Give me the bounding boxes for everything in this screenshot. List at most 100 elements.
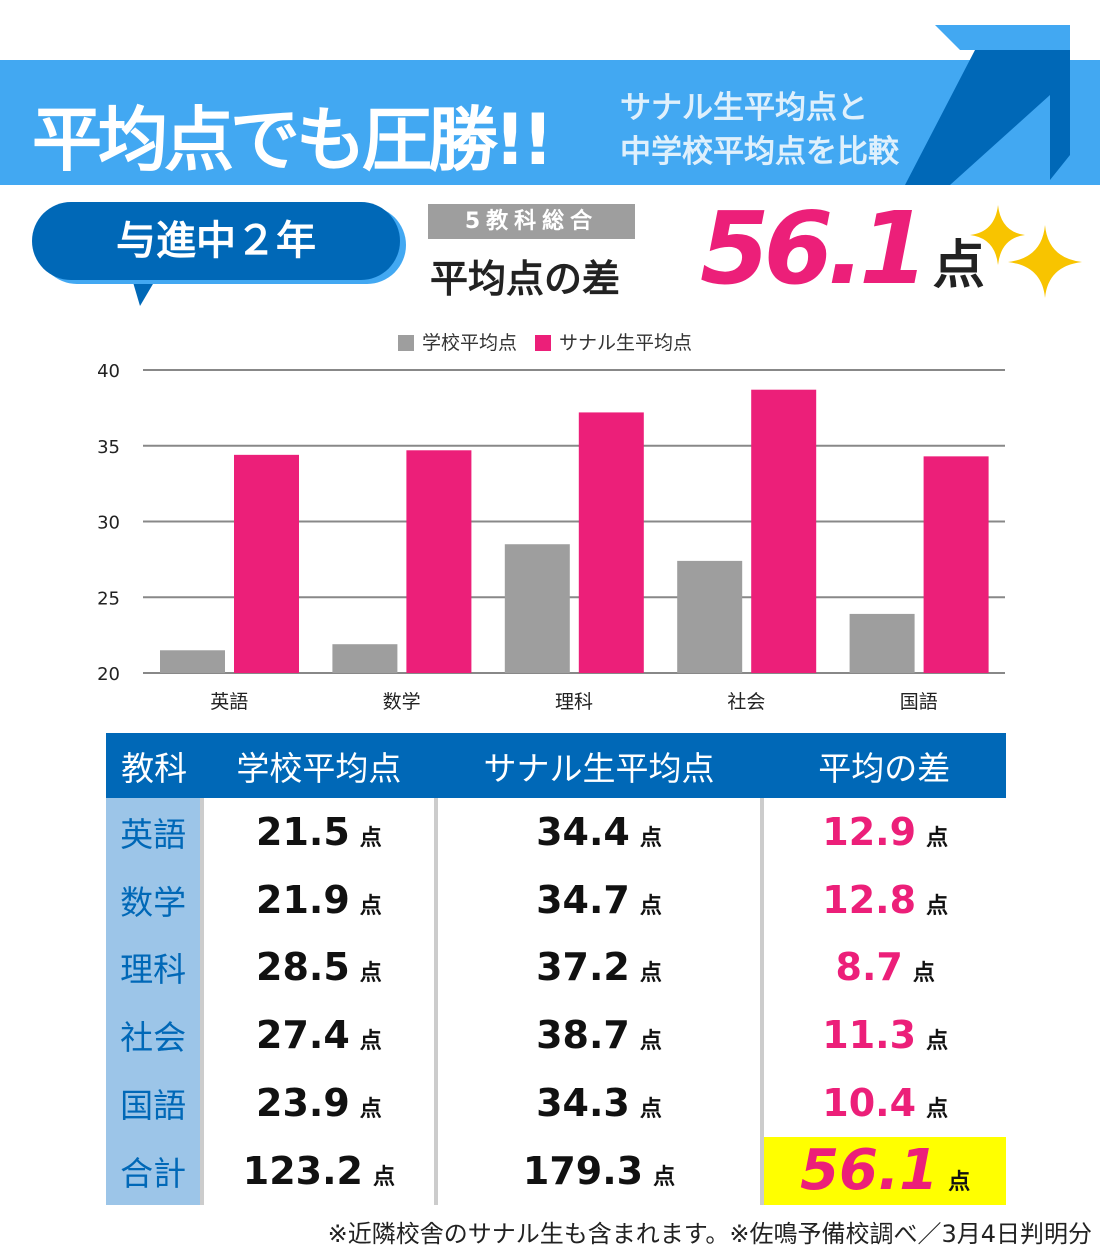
table-cell: 12.9 点 [760,798,1006,866]
table-cell: 28.5 点 [200,933,436,1002]
unit-label: 点 [639,1029,662,1055]
unit-label: 点 [639,961,662,987]
score-value: 34.4 [536,809,630,854]
bar-sanaru [406,450,472,673]
bar-sanaru [751,389,817,673]
unit-label: 点 [639,825,662,851]
subtitle-line: サナル生平均点と [620,90,868,126]
table-cell: 英語 [106,798,203,866]
unit-label: 点 [912,961,935,987]
legend-item-school: 学校平均点 [398,328,517,355]
score-value: 8.7 [835,945,903,990]
unit-label: 点 [639,1097,662,1123]
footnote: ※近隣校舎のサナル生も含まれます。※佐鳴予備校調べ／3月4日判明分 [327,1220,1092,1248]
table-cell: 21.5 点 [200,798,436,866]
unit-label: 点 [359,893,382,919]
table-cell: 27.4 点 [200,1001,436,1070]
bar-sanaru [923,456,989,673]
score-value: 27.4 [256,1013,350,1058]
score-value: 34.3 [536,1081,630,1126]
unit-label: 点 [926,1029,949,1055]
table-row: 理科 28.5 点 37.2 点 8.7 点 [106,933,1006,1002]
unit-label: 点 [926,825,949,851]
unit-label: 点 [372,1164,395,1190]
table-cell: 38.7 点 [433,1001,763,1070]
y-tick-label: 20 [97,664,120,685]
bar-sanaru [234,454,299,673]
table-cell: 123.2 点 [200,1136,436,1205]
column-header: 平均の差 [762,733,1006,798]
table-cell: 179.3 点 [433,1136,763,1205]
unit-label: 点 [359,825,382,851]
table-row: 社会 27.4 点 38.7 点 11.3 点 [106,1001,1006,1070]
table-cell: 11.3 点 [760,1001,1006,1070]
column-header: 教科 [106,733,203,798]
legend-swatch [398,335,414,351]
sparkle-icon [970,205,1082,298]
score-value: 21.5 [256,809,350,854]
table-row: 数学 21.9 点 34.7 点 12.8 点 [106,865,1006,934]
score-value: 38.7 [536,1013,630,1058]
score-value: 37.2 [536,945,630,990]
score-table: 教科 学校平均点 サナル生平均点 平均の差 英語 21.5 点 34.4 点 12.9 点数学 21… [106,733,1006,1205]
score-value: 28.5 [256,945,350,990]
table-cell: 12.8 点 [760,865,1006,934]
x-tick-label: 社会 [727,691,765,713]
bar-sanaru [578,412,644,673]
bar-school [677,560,743,673]
score-value: 34.7 [536,877,630,922]
score-value: 56.1 [800,1138,939,1204]
total-diff: 56.1 [700,190,929,307]
table-cell: 8.7 点 [760,933,1006,1002]
score-value: 12.9 [822,809,917,854]
unit-label: 点 [359,1097,382,1123]
y-tick-label: 35 [97,437,120,458]
bar-school [160,650,225,673]
unit-label: 点 [948,1170,971,1196]
score-value: 11.3 [822,1013,917,1058]
table-cell: 23.9 点 [200,1069,436,1137]
bar-school [504,544,570,673]
table-cell: 34.7 点 [433,865,763,934]
y-tick-label: 40 [97,361,120,382]
subtitle-line: 中学校平均点を比較 [620,134,899,170]
unit-label: 点 [639,893,662,919]
headline: 平均点でも圧勝!! [32,99,554,181]
score-value: 123.2 [242,1148,363,1193]
x-tick-label: 理科 [555,691,593,713]
column-header: 学校平均点 [202,733,436,798]
total-diff-group: 56.1 点 [700,190,985,307]
table-cell: 社会 [106,1001,203,1070]
unit-label: 点 [926,893,949,919]
table-row: 英語 21.5 点 34.4 点 12.9 点 [106,798,1006,866]
unit-label: 点 [359,961,382,987]
up-arrow-icon [905,25,1070,185]
bar-school [332,644,398,673]
table-cell: 21.9 点 [200,865,436,934]
x-tick-label: 数学 [383,691,421,713]
table-cell: 56.1 点 [760,1136,1006,1205]
table-cell: 国語 [106,1069,203,1137]
total-tag: 5教科総合 [428,204,635,239]
column-header: サナル生平均点 [435,733,763,798]
legend-swatch [535,335,552,351]
table-cell: 34.4 点 [433,798,763,866]
score-value: 23.9 [256,1081,350,1126]
legend-item-sanaru: サナル生平均点 [535,328,692,355]
score-value: 10.4 [822,1081,917,1126]
score-value: 179.3 [522,1148,644,1193]
legend: 学校平均点 サナル生平均点 [398,328,692,355]
table-cell: 合計 [106,1136,203,1205]
legend-label: 学校平均点 [422,332,518,354]
table-row: 国語 23.9 点 34.3 点 10.4 点 [106,1069,1006,1137]
score-value: 12.8 [822,877,917,922]
legend-label: サナル生平均点 [559,332,693,354]
x-tick-label: 英語 [210,691,248,713]
total-label: 平均点の差 [430,257,621,301]
table-cell: 理科 [106,933,203,1002]
table-cell: 10.4 点 [760,1069,1006,1137]
total-unit: 点 [932,236,985,296]
subtitle: サナル生平均点と 中学校平均点を比較 [620,86,899,174]
table-cell: 34.3 点 [433,1069,763,1137]
score-value: 21.9 [256,877,350,922]
